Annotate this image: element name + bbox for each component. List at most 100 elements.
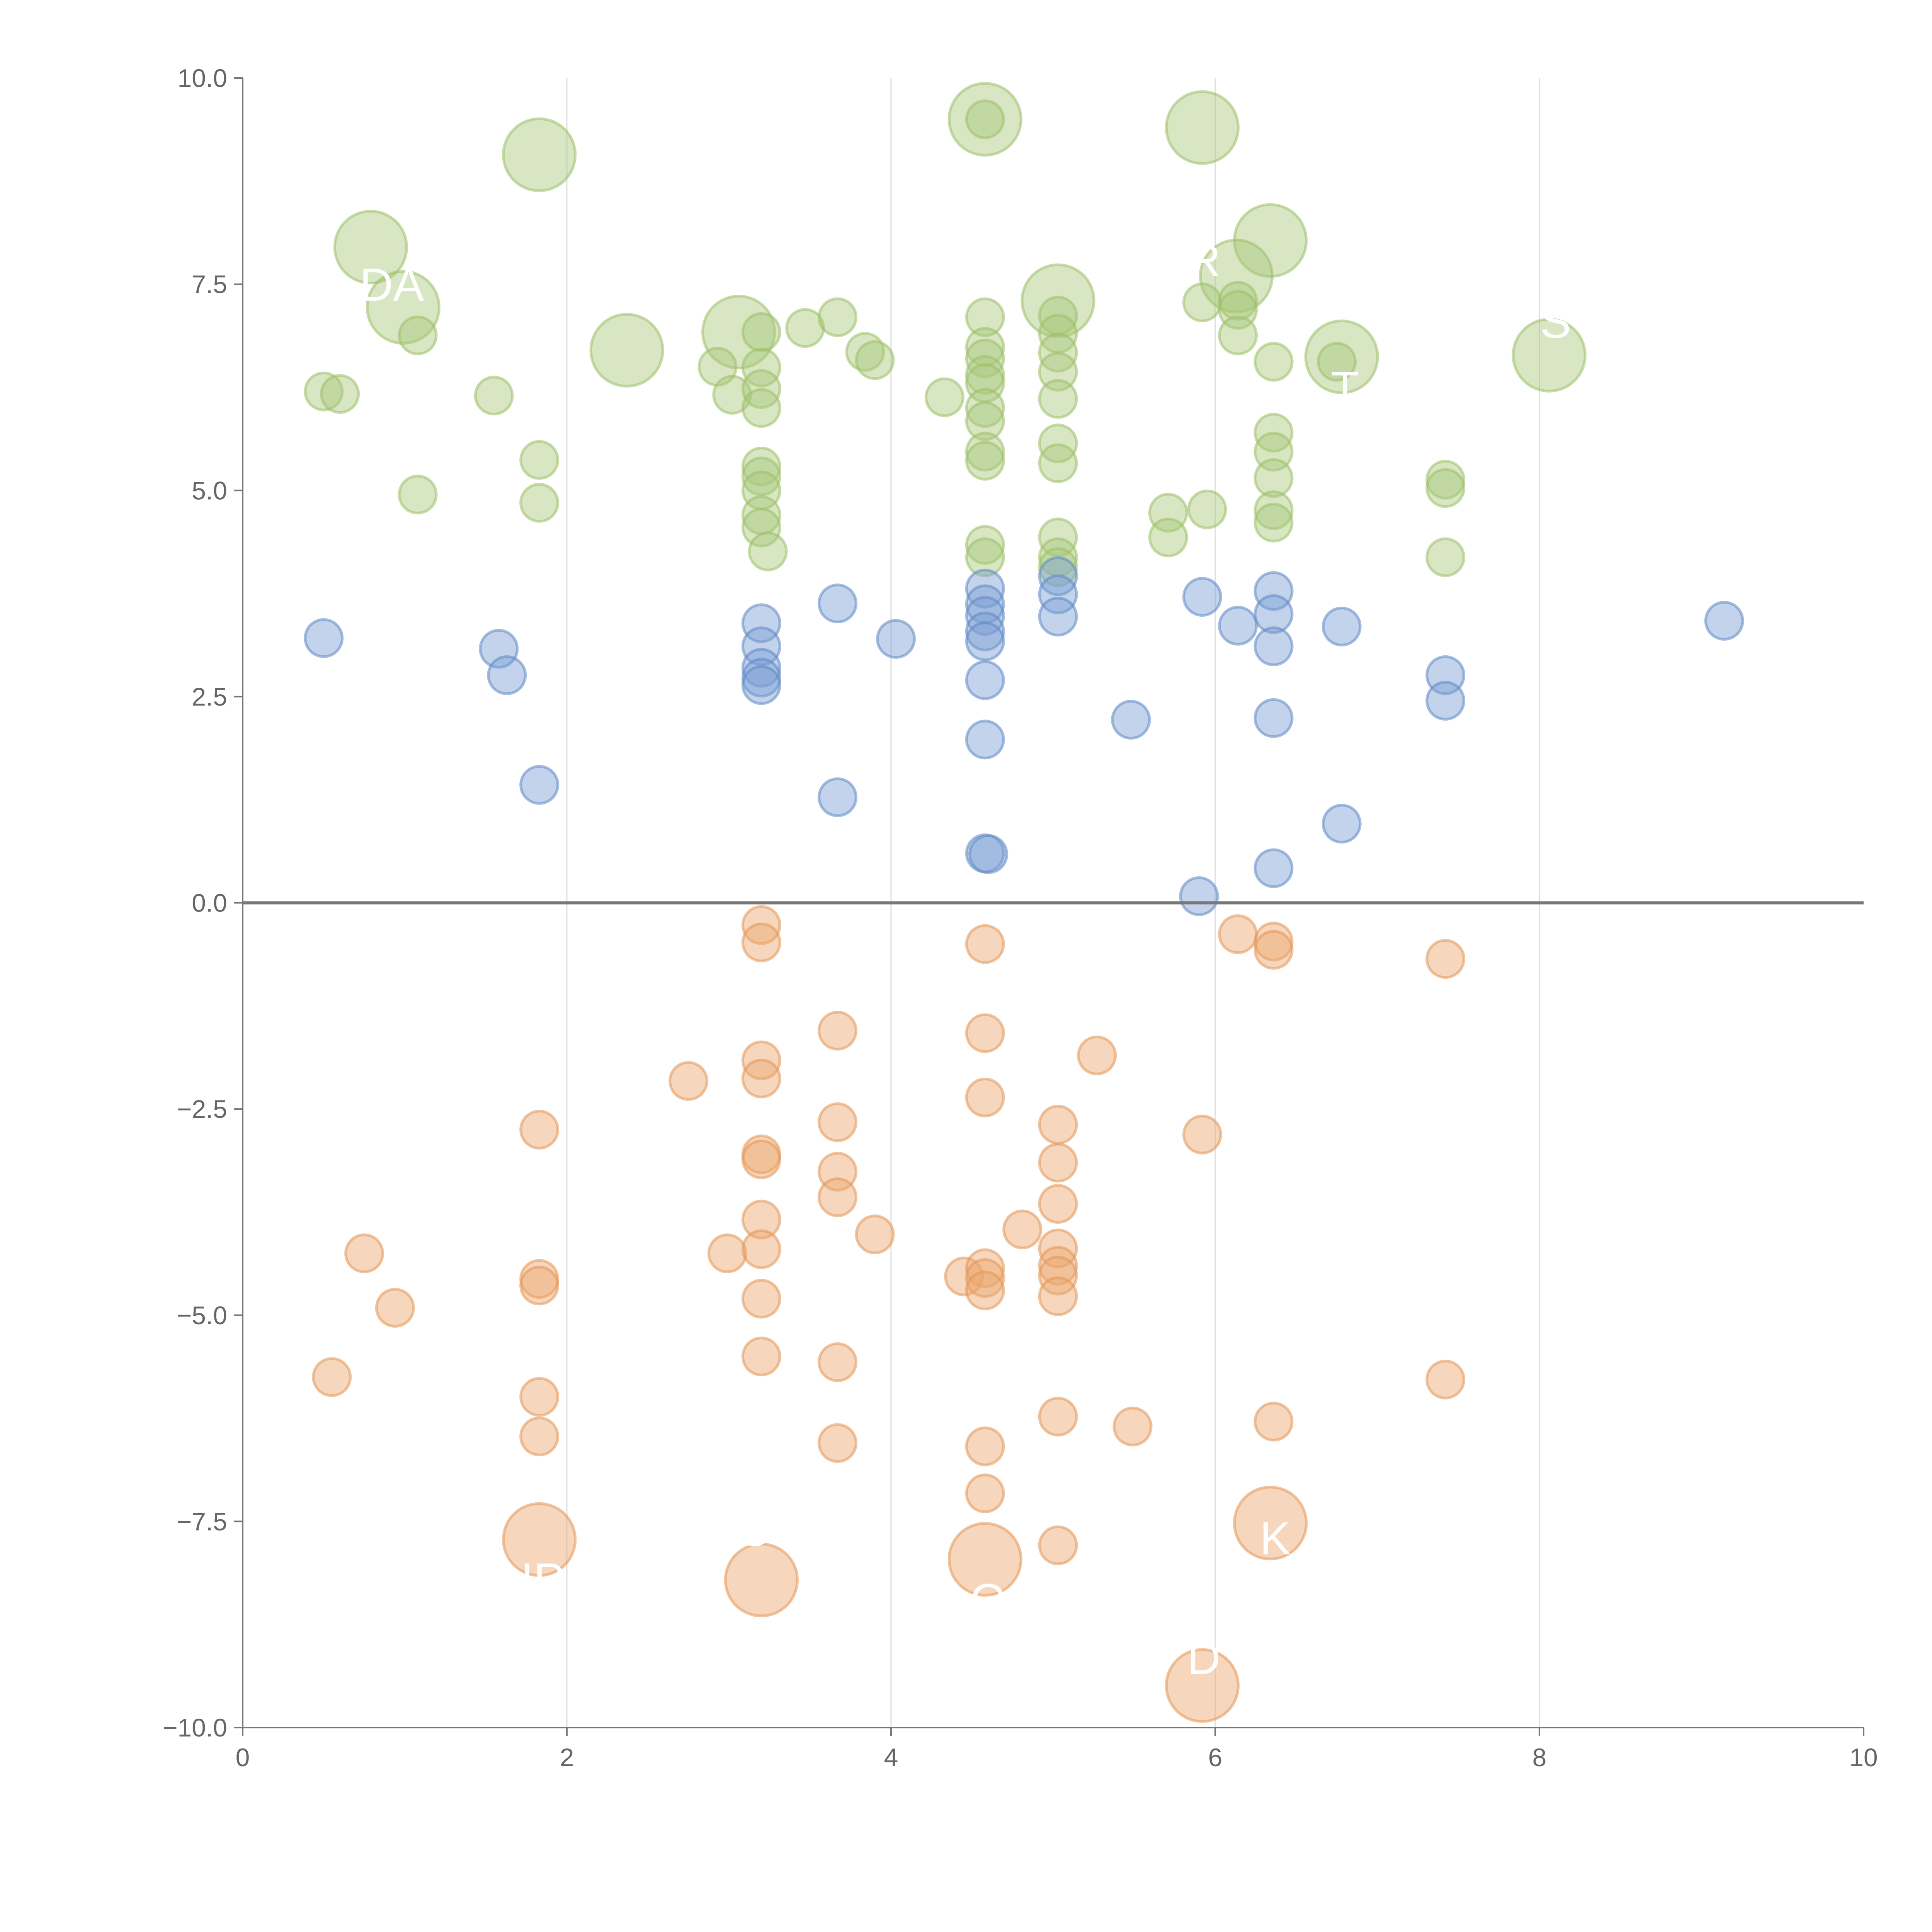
bubble-orange	[741, 1336, 781, 1376]
bubble-blue	[1038, 574, 1078, 614]
x-tick-label: 6	[1208, 1743, 1223, 1772]
bubble-orange	[965, 1248, 1005, 1288]
bubble-green	[748, 531, 788, 571]
bubble-green	[965, 401, 1005, 441]
bubble-green	[1038, 352, 1078, 392]
bubble-orange	[519, 1417, 560, 1457]
bubble-blue	[965, 611, 1005, 651]
bubble-orange	[965, 1426, 1005, 1466]
bubble-blue	[965, 719, 1005, 760]
bubble-blue	[519, 765, 560, 805]
bubble-green	[519, 440, 560, 480]
bubble-orange	[741, 922, 781, 963]
bubble-blue	[1253, 698, 1294, 738]
y-tick-label: −2.5	[177, 1095, 227, 1123]
bubble-orange	[818, 1342, 858, 1382]
bubble-green	[1425, 468, 1466, 508]
point-label: D	[1187, 1632, 1221, 1684]
bubble-orange	[519, 1265, 560, 1306]
bubble-green	[965, 525, 1005, 565]
bubble-green	[741, 312, 781, 352]
bubble-green	[1425, 537, 1466, 577]
bubble-orange	[1038, 1396, 1078, 1437]
bubble-blue	[1253, 571, 1294, 611]
bubble-green	[741, 507, 781, 548]
data-points	[304, 82, 1744, 1723]
bubble-blue	[1038, 597, 1078, 637]
bubble-orange	[1002, 1209, 1043, 1250]
bubble-blue	[1111, 700, 1151, 740]
point-label: IP	[520, 1554, 564, 1605]
bubble-green	[474, 376, 514, 416]
bubble-orange	[965, 1077, 1005, 1117]
bubble-green	[1253, 502, 1294, 543]
bubble-orange	[965, 1270, 1005, 1311]
bubble-blue	[304, 618, 344, 658]
bubble-blue	[741, 603, 781, 643]
bubble-blue	[741, 626, 781, 667]
point-label: R	[1187, 234, 1221, 286]
bubble-orange	[1112, 1406, 1153, 1447]
bubble-green	[1512, 318, 1587, 393]
bubble-blue	[1253, 848, 1294, 888]
bubble-green	[366, 270, 440, 345]
bubble-orange	[741, 1058, 781, 1099]
bubble-green	[965, 440, 1005, 481]
bubble-orange	[312, 1357, 352, 1397]
bubble-blue	[876, 619, 916, 659]
bubble-orange	[502, 1502, 577, 1577]
bubble-blue	[1321, 606, 1362, 646]
bubble-orange	[1038, 1255, 1078, 1296]
bubble-orange	[741, 1279, 781, 1319]
bubble-orange	[1077, 1035, 1117, 1075]
bubble-green	[304, 371, 344, 412]
bubble-green	[924, 377, 964, 417]
bubble-orange	[965, 924, 1005, 964]
bubble-orange	[741, 1199, 781, 1240]
bubble-orange	[944, 1256, 984, 1296]
bubble-green	[741, 388, 781, 428]
bubble-green	[398, 315, 438, 355]
y-tick-label: −5.0	[177, 1301, 227, 1330]
bubble-green	[855, 340, 895, 380]
bubble-orange	[1038, 1525, 1078, 1565]
x-tick-label: 4	[884, 1743, 898, 1772]
bubble-orange	[519, 1377, 560, 1417]
x-tick-label: 10	[1849, 1743, 1878, 1772]
bubble-orange	[1038, 1105, 1078, 1145]
bubble-green	[1218, 281, 1258, 321]
x-tick-label: 0	[236, 1743, 250, 1772]
bubble-orange	[1253, 930, 1294, 970]
bubble-green	[965, 297, 1005, 337]
bubble-orange	[1038, 1143, 1078, 1183]
bubble-orange	[1218, 914, 1258, 954]
bubble-blue	[968, 834, 1009, 874]
bubble-blue	[1425, 681, 1466, 721]
x-tick-label: 2	[560, 1743, 574, 1772]
point-label: S	[1540, 296, 1571, 348]
bubble-orange	[818, 1010, 858, 1051]
axes: 0 2 4 6 8 10 10.0 7.5 5.0 2.5 0.0 −2.5 −5.0 −7.5 −10.0	[163, 64, 1878, 1772]
point-label: O	[970, 1575, 1006, 1626]
bubble-green	[965, 537, 1005, 577]
bubble-orange	[1233, 1486, 1308, 1561]
bubble-blue	[818, 777, 858, 817]
bubble-orange	[1425, 939, 1466, 979]
bubble-orange	[965, 1013, 1005, 1053]
bubble-blue	[1321, 804, 1362, 844]
bubble-green	[965, 99, 1005, 139]
y-tick-label: 2.5	[192, 682, 227, 711]
bubble-orange	[1038, 1184, 1078, 1224]
bubble-orange	[965, 1473, 1005, 1514]
bubble-green	[1038, 547, 1078, 587]
bubble-green	[519, 483, 560, 523]
bubble-orange	[724, 1543, 799, 1617]
bubble-orange	[855, 1214, 895, 1255]
bubble-green	[398, 474, 438, 515]
bubble-green	[741, 456, 781, 497]
y-tick-label: 5.0	[192, 476, 227, 505]
bubble-orange	[947, 1522, 1022, 1597]
bubble-green	[818, 297, 858, 337]
bubble-orange	[741, 1229, 781, 1269]
